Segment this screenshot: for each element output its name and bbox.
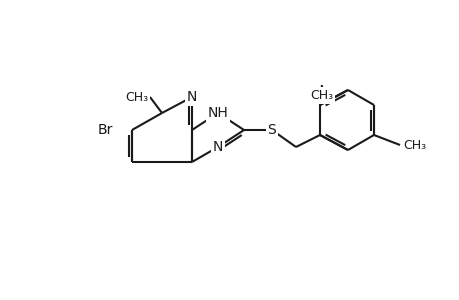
Text: N: N bbox=[213, 140, 223, 154]
Text: S: S bbox=[267, 123, 276, 137]
Text: CH₃: CH₃ bbox=[310, 89, 333, 102]
Text: CH₃: CH₃ bbox=[402, 139, 425, 152]
Text: Br: Br bbox=[97, 123, 113, 137]
Text: NH: NH bbox=[207, 106, 228, 120]
Text: N: N bbox=[186, 90, 197, 104]
Text: CH₃: CH₃ bbox=[124, 91, 148, 103]
